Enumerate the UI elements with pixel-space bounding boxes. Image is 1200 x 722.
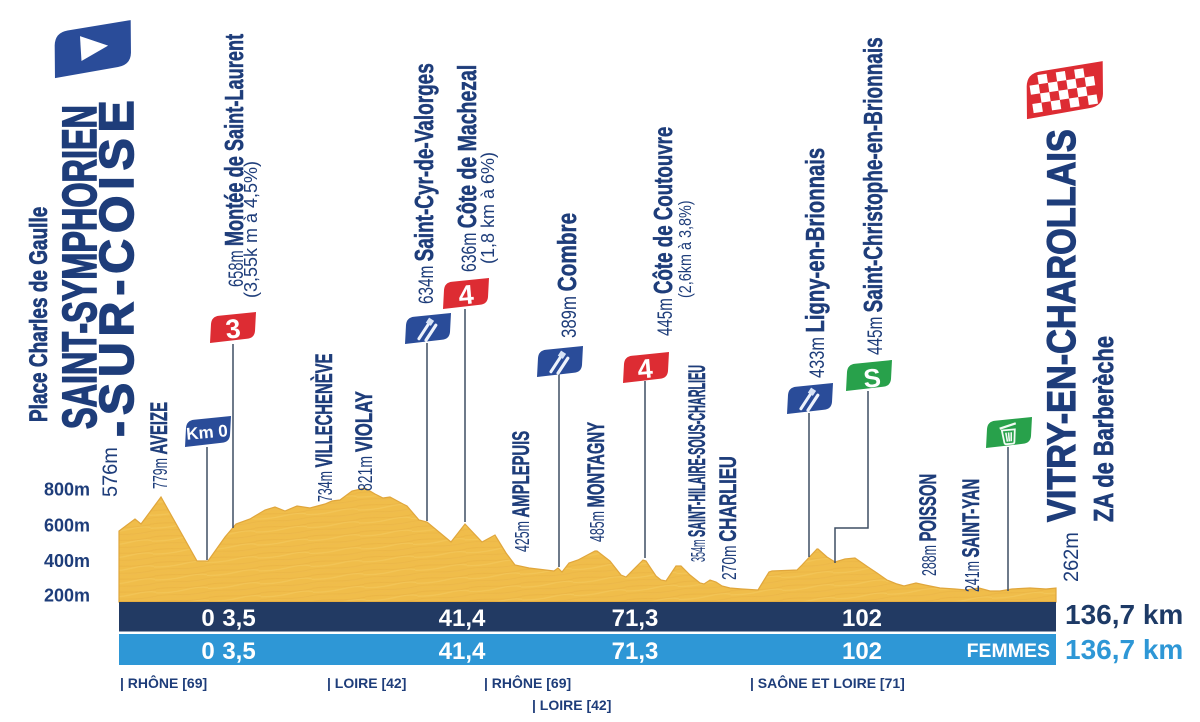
svg-text:445m Côte de Coutouvre: 445m Côte de Coutouvre: [648, 127, 678, 336]
svg-text:| LOIRE [42]: | LOIRE [42]: [532, 697, 611, 713]
svg-text:400m: 400m: [44, 551, 90, 571]
svg-text:821m VIOLAY: 821m VIOLAY: [351, 391, 378, 491]
svg-text:3,5: 3,5: [222, 638, 255, 665]
svg-text:71,3: 71,3: [612, 638, 659, 665]
svg-text:600m: 600m: [44, 516, 90, 536]
svg-text:(3,55k m à 4,5%): (3,55k m à 4,5%): [241, 161, 261, 298]
svg-text:270m CHARLIEU: 270m CHARLIEU: [715, 456, 742, 580]
svg-text:576m: 576m: [99, 447, 123, 497]
svg-text:| RHÔNE [69]: | RHÔNE [69]: [484, 674, 571, 691]
svg-text:779m AVEIZE: 779m AVEIZE: [147, 402, 173, 489]
svg-text:41,4: 41,4: [439, 605, 486, 632]
svg-text:445m Saint-Christophe-en-Brion: 445m Saint-Christophe-en-Brionnais: [858, 37, 888, 355]
svg-text:| RHÔNE [69]: | RHÔNE [69]: [120, 674, 207, 691]
svg-text:734m VILLECHENÈVE: 734m VILLECHENÈVE: [310, 354, 338, 502]
svg-text:0: 0: [201, 638, 214, 665]
svg-text:658m Montée de Saint-Laurent: 658m Montée de Saint-Laurent: [220, 33, 249, 287]
svg-text:354m SAINT-HILAIRE-SOUS-CHARLI: 354m SAINT-HILAIRE-SOUS-CHARLIEU: [683, 365, 710, 562]
svg-text:0: 0: [201, 605, 214, 632]
svg-text:200m: 200m: [44, 586, 90, 606]
svg-text:433m Ligny-en-Brionnais: 433m Ligny-en-Brionnais: [801, 148, 830, 378]
svg-text:3,5: 3,5: [222, 605, 255, 632]
svg-text:41,4: 41,4: [439, 638, 486, 665]
svg-text:ZA de Barberèche: ZA de Barberèche: [1088, 336, 1119, 522]
svg-text:Km 0: Km 0: [186, 421, 229, 444]
svg-text:262m: 262m: [1060, 532, 1084, 582]
svg-text:800m: 800m: [44, 480, 90, 500]
svg-text:241m SAINT-YAN: 241m SAINT-YAN: [959, 479, 985, 592]
svg-text:| SAÔNE ET LOIRE [71]: | SAÔNE ET LOIRE [71]: [750, 674, 905, 691]
svg-text:102: 102: [842, 638, 882, 665]
svg-text:S: S: [862, 362, 882, 393]
svg-text:FEMMES: FEMMES: [967, 640, 1050, 662]
svg-text:136,7 km: 136,7 km: [1065, 634, 1183, 665]
svg-text:4: 4: [636, 353, 654, 384]
svg-text:71,3: 71,3: [612, 605, 659, 632]
svg-text:636m Côte de Machezal: 636m Côte de Machezal: [452, 65, 481, 272]
svg-text:102: 102: [842, 605, 882, 632]
svg-text:Place Charles de Gaulle: Place Charles de Gaulle: [24, 207, 52, 422]
svg-text:4: 4: [457, 279, 475, 310]
svg-text:| LOIRE [42]: | LOIRE [42]: [327, 675, 406, 691]
svg-text:288m POISSON: 288m POISSON: [916, 474, 942, 576]
svg-text:VITRY-EN-CHAROLLAIS: VITRY-EN-CHAROLLAIS: [1038, 129, 1083, 522]
svg-text:425m AMPLEPUIS: 425m AMPLEPUIS: [509, 431, 535, 552]
svg-text:3: 3: [224, 313, 242, 344]
svg-text:389m Combre: 389m Combre: [553, 213, 582, 338]
svg-text:(1,8 km à 6%): (1,8 km à 6%): [478, 152, 498, 264]
svg-text:SAINT-SYMPHORIEN: SAINT-SYMPHORIEN: [53, 105, 107, 429]
svg-text:(2,6km à 3,8%): (2,6km à 3,8%): [676, 200, 696, 298]
svg-text:634m Saint-Cyr-de-Valorges: 634m Saint-Cyr-de-Valorges: [409, 63, 439, 304]
svg-text:485m MONTAGNY: 485m MONTAGNY: [584, 422, 610, 542]
svg-text:136,7 km: 136,7 km: [1065, 599, 1183, 630]
svg-text:-SUR-COISE: -SUR-COISE: [91, 94, 144, 437]
